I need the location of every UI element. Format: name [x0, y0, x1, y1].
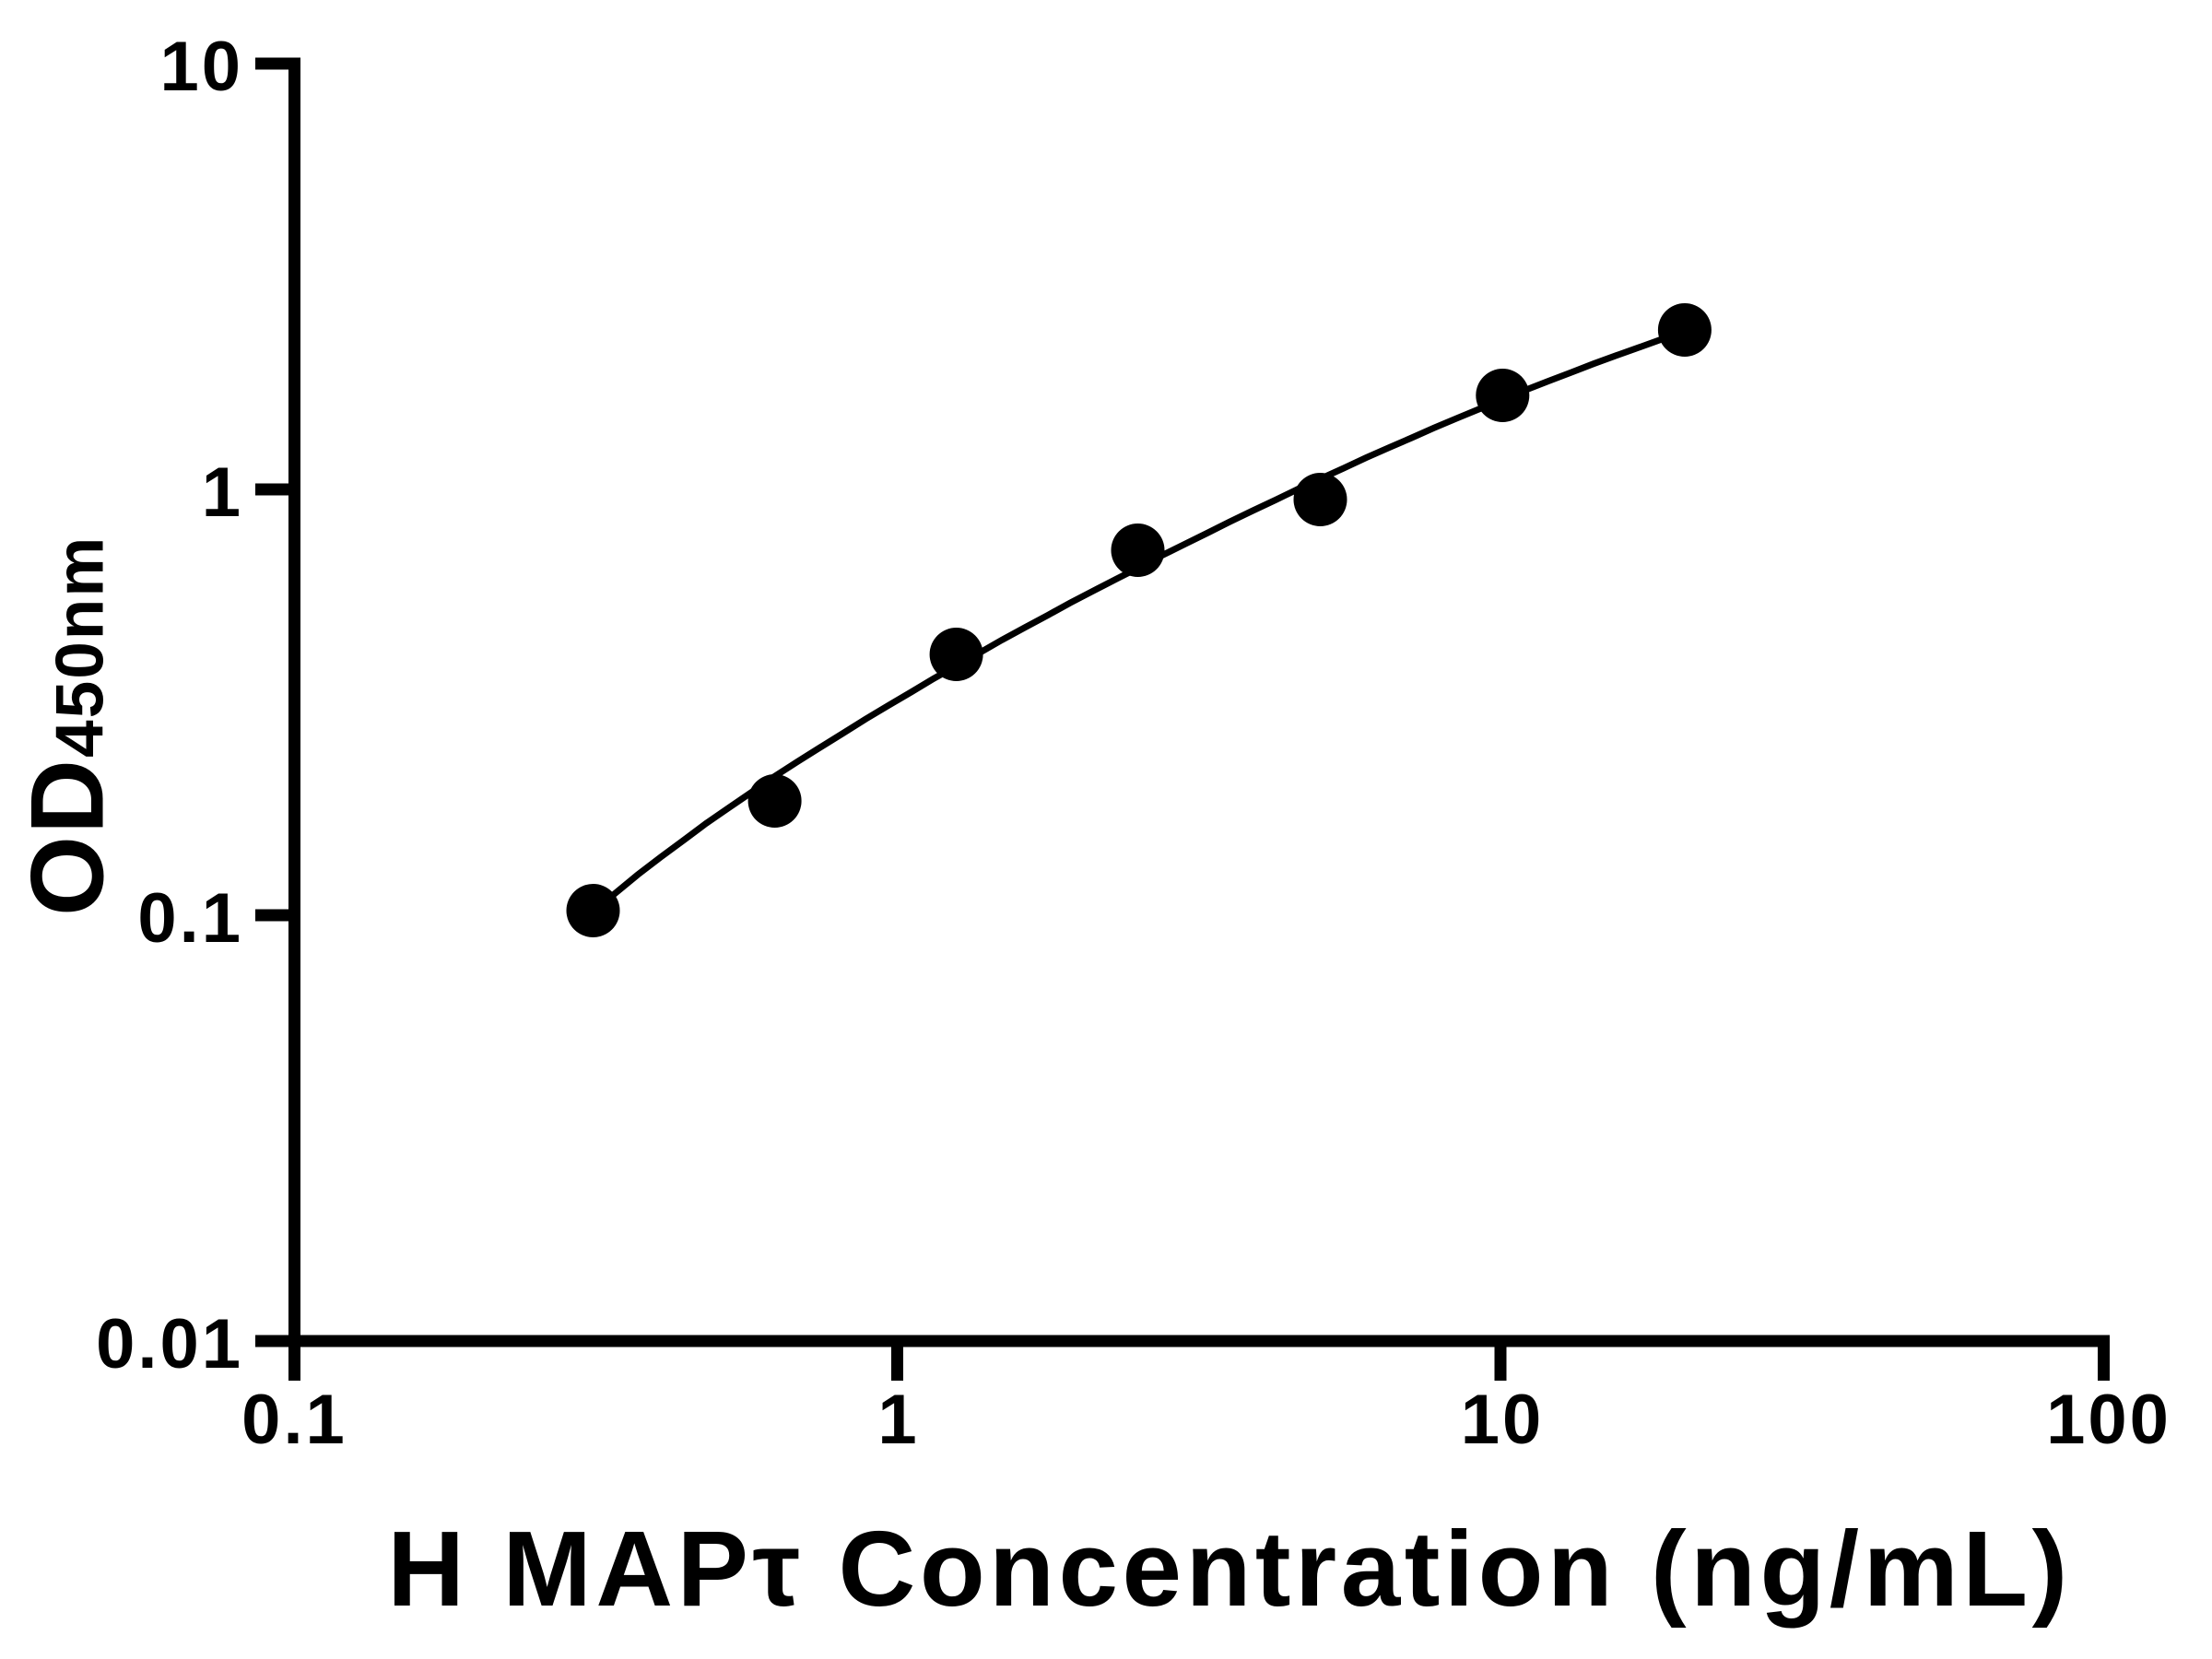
svg-text:0.01: 0.01 [96, 1305, 243, 1383]
svg-text:10: 10 [1461, 1381, 1545, 1459]
svg-text:1: 1 [877, 1381, 919, 1459]
svg-text:H MAPτ Concentration (ng/mL): H MAPτ Concentration (ng/mL) [387, 1509, 2071, 1629]
svg-text:OD450nm: OD450nm [10, 535, 125, 916]
svg-text:0.1: 0.1 [137, 879, 243, 958]
svg-text:0.1: 0.1 [241, 1381, 347, 1459]
svg-text:100: 100 [2046, 1381, 2171, 1459]
svg-text:1: 1 [202, 453, 243, 532]
svg-text:10: 10 [159, 28, 243, 106]
